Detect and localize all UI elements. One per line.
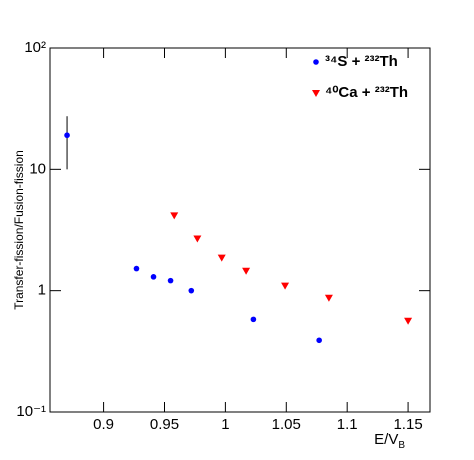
point	[242, 267, 251, 275]
x-tick-label: 1	[221, 416, 229, 433]
x-tick-label: 1.1	[337, 416, 358, 433]
point	[250, 316, 257, 323]
x-axis-label-main: E/V	[374, 431, 398, 448]
point	[170, 212, 179, 220]
y-axis-label: Transfer-fission/Fusion-fission	[12, 150, 26, 310]
point	[281, 282, 290, 290]
y-tick-label: 10²	[24, 39, 46, 56]
x-axis-label-sub: B	[398, 440, 405, 451]
legend-label: ⁴⁰Ca + ²³²Th	[325, 84, 408, 101]
point	[167, 277, 174, 284]
point	[64, 132, 70, 139]
legend-marker	[312, 90, 320, 97]
x-axis-label: E/VB	[374, 431, 405, 451]
point	[193, 235, 202, 243]
legend-marker	[313, 59, 319, 65]
x-tick-label: 1.05	[272, 416, 301, 433]
point	[133, 265, 140, 272]
x-tick-label: 0.95	[150, 416, 179, 433]
point	[150, 274, 157, 280]
plot-frame	[49, 47, 431, 413]
y-tick-label: 10	[29, 160, 46, 177]
point	[217, 254, 226, 262]
y-tick-label: 10⁻¹	[16, 403, 46, 420]
point	[324, 294, 333, 302]
point	[404, 317, 413, 325]
point	[316, 337, 322, 344]
point	[188, 287, 195, 294]
legend-label: ³⁴S + ²³²Th	[325, 53, 398, 70]
y-tick-label: 1	[38, 282, 46, 299]
x-tick-label: 1.15	[393, 416, 422, 433]
x-tick-label: 0.9	[93, 416, 114, 433]
